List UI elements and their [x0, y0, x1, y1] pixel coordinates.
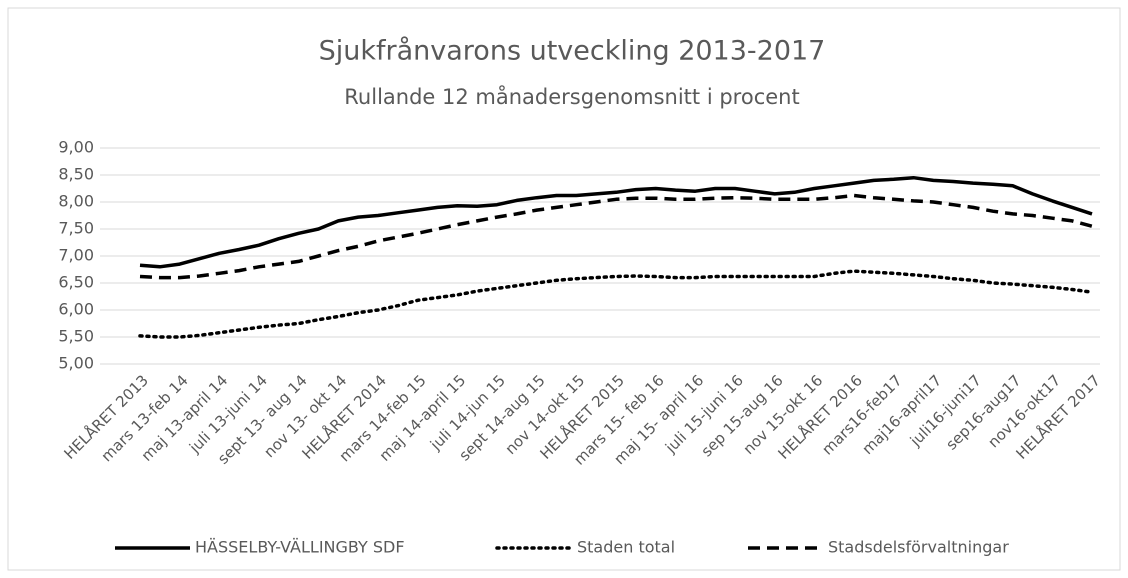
chart-title: Sjukfrånvarons utveckling 2013-2017 — [319, 36, 826, 67]
y-tick-label: 8,50 — [58, 165, 94, 184]
y-tick-label: 8,00 — [58, 192, 94, 211]
y-tick-label: 6,50 — [58, 273, 94, 292]
legend-label: Stadsdelsförvaltningar — [828, 538, 1009, 557]
chart-subtitle: Rullande 12 månadersgenomsnitt i procent — [344, 84, 799, 109]
y-tick-label: 7,00 — [58, 246, 94, 265]
y-tick-label: 5,00 — [58, 354, 94, 373]
y-tick-label: 5,50 — [58, 327, 94, 346]
y-tick-label: 7,50 — [58, 219, 94, 238]
series-line — [139, 175, 1093, 269]
legend-label: HÄSSELBY-VÄLLINGBY SDF — [195, 538, 405, 557]
y-tick-label: 9,00 — [58, 138, 94, 157]
y-tick-label: 6,00 — [58, 300, 94, 319]
series-line — [139, 193, 1093, 280]
chart-frame — [7, 7, 1121, 571]
legend-label: Staden total — [577, 538, 675, 557]
series-line — [138, 269, 1094, 339]
